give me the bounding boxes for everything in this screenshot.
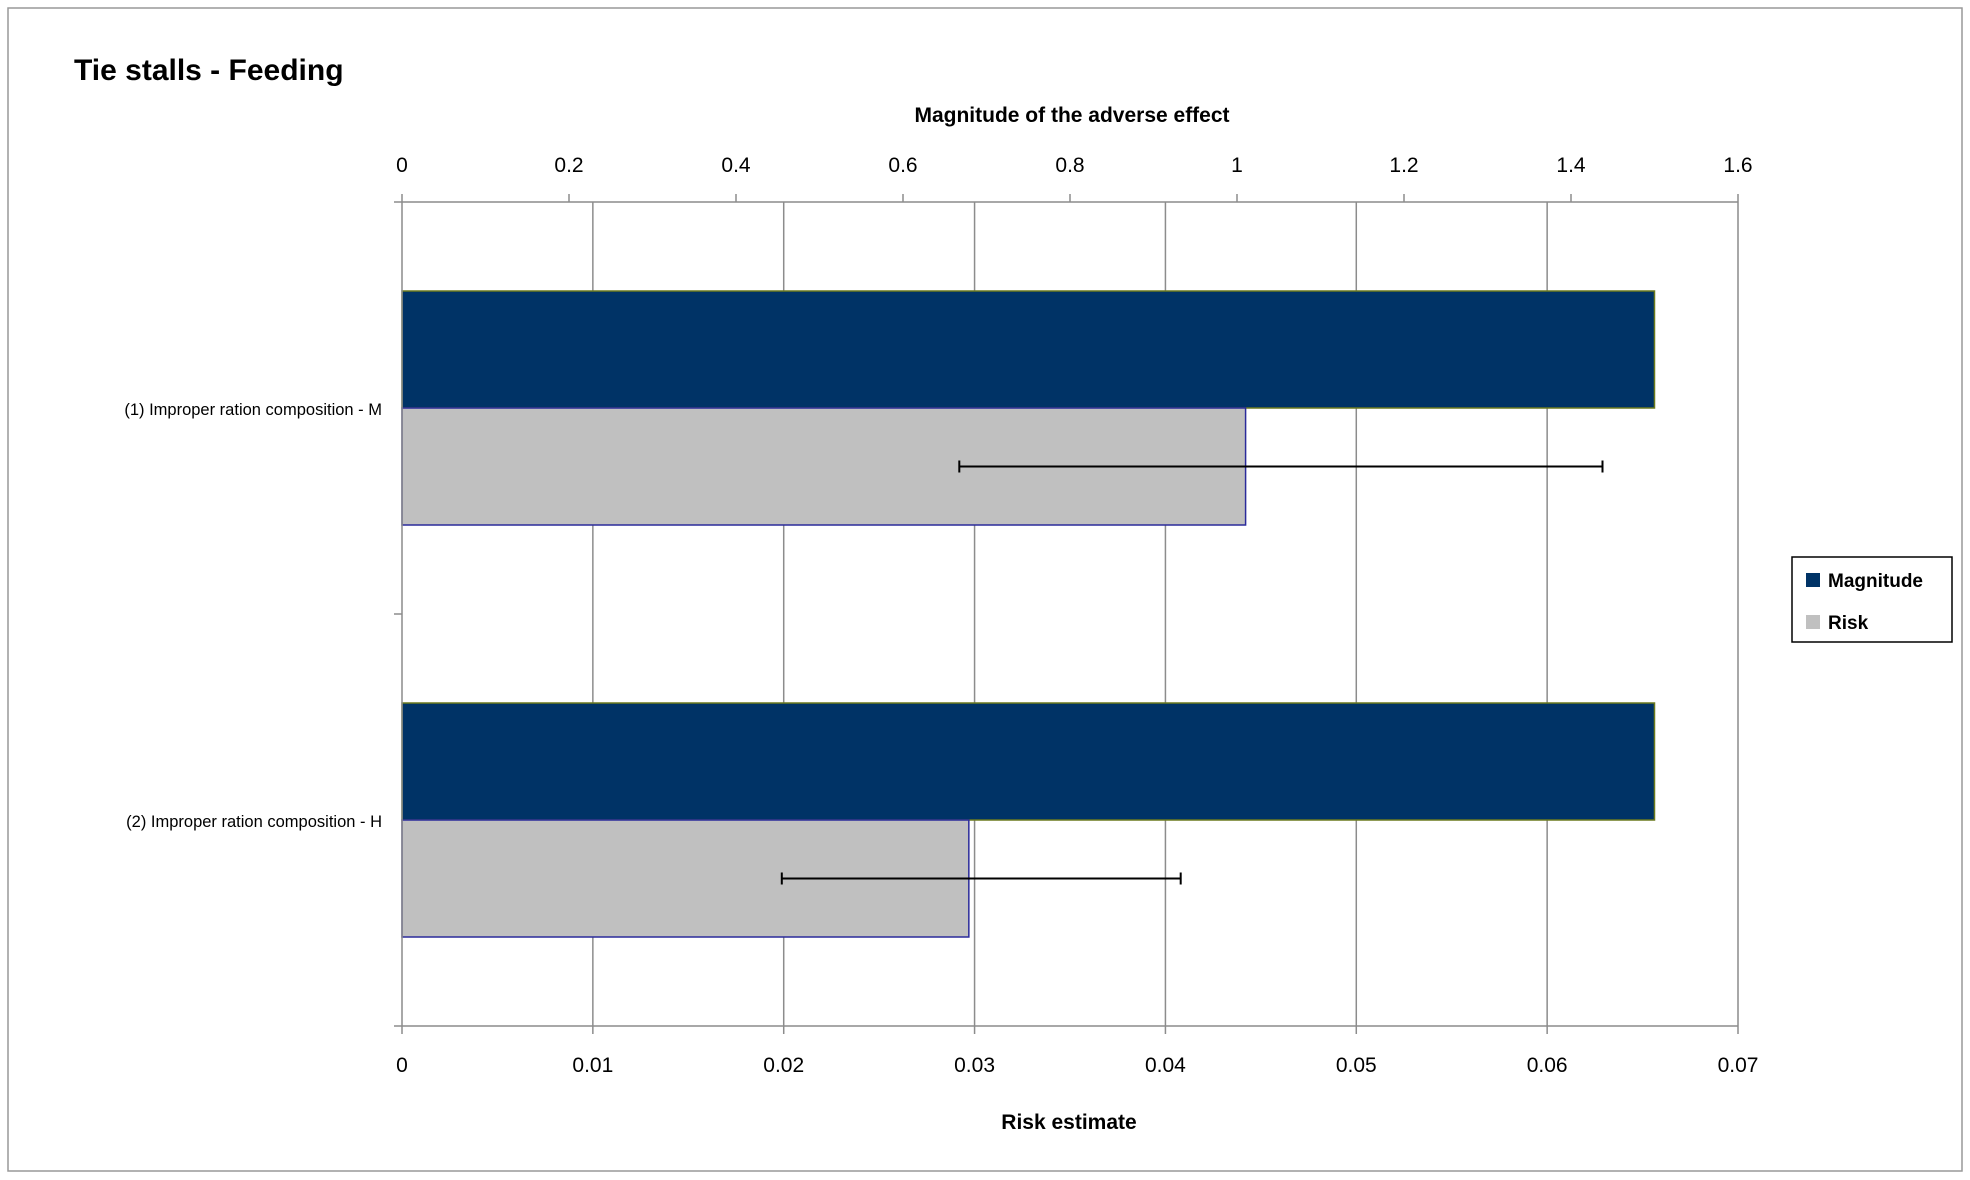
- legend-swatch: [1806, 615, 1820, 629]
- legend: Magnitude Risk: [1791, 556, 1953, 643]
- top-tick-label: 0: [396, 154, 408, 177]
- top-tick-label: 1.6: [1723, 154, 1752, 177]
- bottom-tick-label: 0.05: [1336, 1054, 1377, 1077]
- legend-label: Risk: [1828, 613, 1869, 634]
- bottom-tick-label: 0.03: [954, 1054, 995, 1077]
- bar-magnitude: [401, 702, 1656, 821]
- top-tick-label: 0.4: [721, 154, 751, 177]
- chart-frame: [7, 7, 1963, 1172]
- top-tick-label: 1.2: [1389, 154, 1418, 177]
- top-tick-label: 0.8: [1055, 154, 1084, 177]
- legend-box: [1791, 556, 1953, 643]
- top-tick-label: 0.6: [888, 154, 917, 177]
- legend-label: Magnitude: [1828, 571, 1923, 592]
- bottom-tick-label: 0: [396, 1054, 408, 1077]
- top-tick-label: 1.4: [1556, 154, 1586, 177]
- category-label: (2) Improper ration composition - H: [126, 813, 382, 831]
- chart-title: Tie stalls - Feeding: [74, 54, 344, 87]
- bar-magnitude: [401, 290, 1656, 409]
- category-label: (1) Improper ration composition - M: [124, 401, 382, 419]
- top-axis-title: Magnitude of the adverse effect: [914, 104, 1229, 127]
- bottom-tick-label: 0.06: [1527, 1054, 1568, 1077]
- bottom-tick-label: 0.02: [763, 1054, 804, 1077]
- bottom-axis-title: Risk estimate: [1001, 1111, 1136, 1134]
- top-tick-label: 0.2: [554, 154, 583, 177]
- axes-layer: (1) Improper ration composition - M (2) I…: [124, 154, 1758, 1077]
- bottom-tick-label: 0.04: [1145, 1054, 1186, 1077]
- bottom-tick-label: 0.07: [1718, 1054, 1759, 1077]
- legend-swatch: [1806, 573, 1820, 587]
- bottom-tick-label: 0.01: [572, 1054, 613, 1077]
- bars-layer: [401, 290, 1656, 938]
- top-tick-label: 1: [1231, 154, 1243, 177]
